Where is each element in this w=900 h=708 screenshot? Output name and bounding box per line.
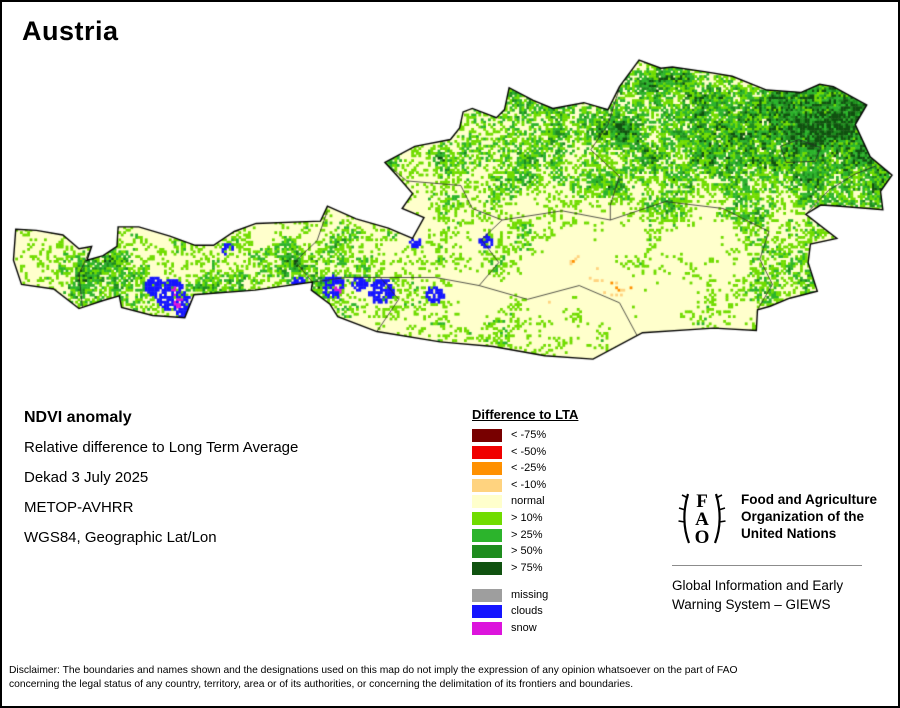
legend-swatch: [472, 588, 502, 602]
fao-logo-letter: F: [696, 491, 708, 512]
legend-row: clouds: [472, 605, 578, 619]
legend-row: < -50%: [472, 445, 578, 459]
legend-row: > 10%: [472, 511, 578, 525]
legend-label: < -75%: [511, 429, 547, 441]
fao-name-line: Organization of the: [741, 509, 864, 524]
fao-identity: F A O Food and Agriculture Organization …: [672, 488, 892, 553]
legend-row: < -10%: [472, 478, 578, 492]
disclaimer: Disclaimer: The boundaries and names sho…: [9, 664, 898, 691]
page-title: Austria: [22, 16, 119, 46]
legend-row: > 75%: [472, 561, 578, 575]
legend-swatch: [472, 445, 502, 459]
giews-line: Warning System – GIEWS: [672, 597, 831, 612]
legend-row: snow: [472, 621, 578, 635]
legend-label: normal: [511, 495, 545, 508]
legend-swatch: [472, 511, 502, 525]
legend-label: > 25%: [511, 528, 543, 541]
legend-label: > 50%: [511, 545, 543, 558]
info-line: METOP-AVHRR: [24, 499, 134, 516]
legend-label: > 75%: [511, 561, 543, 574]
legend-row: < -75%: [472, 429, 578, 442]
org-divider: [672, 565, 862, 566]
disclaimer-line: concerning the legal status of any count…: [9, 678, 634, 690]
fao-name-line: Food and Agriculture: [741, 492, 877, 507]
legend-class-list: < -75% < -50% < -25% < -10% normal > 10% > 25%…: [472, 429, 578, 575]
legend-label: < -25%: [511, 462, 547, 475]
austria-ndvi-map: [2, 2, 898, 402]
info-heading: NDVI anomaly: [24, 409, 132, 426]
info-line: Dekad 3 July 2025: [24, 469, 149, 486]
fao-emblem-icon: F A O: [678, 491, 726, 548]
legend-label: < -50%: [511, 445, 547, 458]
legend-label: missing: [511, 588, 549, 601]
legend-swatch: [472, 478, 502, 492]
legend-swatch: [472, 528, 502, 542]
legend-swatch: [472, 561, 502, 575]
legend-title: Difference to LTA: [472, 407, 579, 422]
fao-logo-letters: F A O: [695, 491, 710, 548]
wheat-awns: [678, 494, 726, 523]
fao-name: Food and Agriculture Organization of the…: [741, 488, 877, 542]
legend-label: snow: [511, 621, 537, 634]
legend-row: < -25%: [472, 462, 578, 476]
fao-logo-letter: O: [695, 527, 710, 548]
giews-line: Global Information and Early: [672, 578, 844, 593]
fao-name-line: United Nations: [741, 526, 837, 541]
fao-logo: F A O: [672, 488, 732, 553]
legend-extra-list: missing clouds snow: [472, 588, 578, 635]
disclaimer-line: Disclaimer: The boundaries and names sho…: [9, 665, 738, 676]
legend-row: normal: [472, 495, 578, 509]
legend-label: < -10%: [511, 478, 547, 491]
legend-swatch: [472, 545, 502, 559]
legend: Difference to LTA < -75% < -50% < -25% < -1…: [472, 407, 578, 639]
legend-label: > 10%: [511, 511, 543, 524]
legend-swatch: [472, 462, 502, 476]
legend-swatch: [472, 429, 502, 442]
legend-swatch: [472, 605, 502, 619]
legend-swatch: [472, 495, 502, 509]
legend-row: missing: [472, 588, 578, 602]
info-line: WGS84, Geographic Lat/Lon: [24, 529, 217, 546]
map-info-block: NDVI anomaly Relative difference to Long…: [24, 408, 298, 559]
legend-swatch: [472, 621, 502, 635]
info-line: Relative difference to Long Term Average: [24, 439, 299, 456]
legend-label: clouds: [511, 605, 543, 618]
giews-name: Global Information and Early Warning Sys…: [672, 576, 892, 614]
fao-logo-letter: A: [695, 509, 709, 530]
legend-row: > 25%: [472, 528, 578, 542]
fao-block: F A O Food and Agriculture Organization …: [672, 488, 892, 614]
legend-row: > 50%: [472, 545, 578, 559]
